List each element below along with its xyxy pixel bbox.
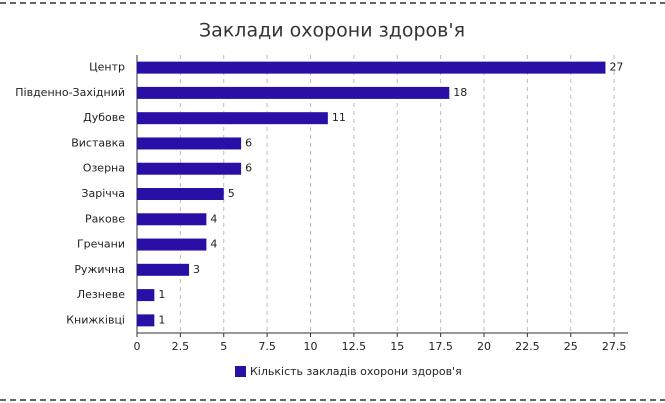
x-tick-label: 20: [477, 340, 491, 353]
bar: [137, 86, 450, 99]
bar: [137, 238, 207, 251]
bar: [137, 263, 190, 276]
y-tick-label: Озерна: [83, 162, 125, 175]
x-tick-label: 12.5: [342, 340, 367, 353]
bar: [137, 112, 328, 125]
y-tick-label: Ружична: [74, 263, 125, 276]
value-label: 4: [210, 238, 217, 251]
x-tick-label: 7.5: [258, 340, 276, 353]
y-tick-label: Книжківці: [66, 313, 125, 326]
x-tick-label: 2.5: [172, 340, 190, 353]
legend-label: Кількість закладів охорони здоров'я: [250, 365, 462, 378]
value-label: 6: [245, 136, 252, 149]
x-tick-label: 0: [134, 340, 141, 353]
x-tick-label: 10: [303, 340, 317, 353]
bar: [137, 314, 155, 327]
bar: [137, 213, 207, 226]
value-label: 3: [193, 263, 200, 276]
legend-swatch: [235, 366, 246, 377]
y-tick-label: Ракове: [85, 212, 125, 225]
x-tick-label: 15: [390, 340, 404, 353]
value-label: 1: [158, 288, 165, 301]
y-tick-label: Південно-Західний: [15, 86, 125, 99]
y-tick-label: Дубове: [83, 111, 125, 124]
bar: [137, 61, 606, 74]
y-tick-label: Зарічча: [81, 187, 125, 200]
value-label: 1: [158, 313, 165, 326]
value-label: 27: [609, 61, 623, 74]
x-tick-label: 25: [564, 340, 578, 353]
y-tick-label: Лезневе: [77, 288, 125, 301]
x-tick-label: 5: [220, 340, 227, 353]
y-tick-label: Центр: [89, 61, 125, 74]
y-tick-label: Гречани: [77, 238, 125, 251]
bar: [137, 289, 155, 302]
value-label: 5: [228, 187, 235, 200]
bar: [137, 188, 224, 200]
bar: [137, 137, 242, 150]
value-label: 6: [245, 162, 252, 175]
value-label: 18: [453, 86, 467, 99]
x-tick-label: 17.5: [428, 340, 453, 353]
chart-title: Заклади охорони здоров'я: [199, 20, 465, 42]
x-tick-label: 22.5: [515, 340, 540, 353]
x-tick-label: 27.5: [602, 340, 627, 353]
value-label: 4: [210, 212, 217, 225]
y-tick-label: Виставка: [71, 136, 125, 149]
value-label: 11: [332, 111, 346, 124]
bar: [137, 162, 242, 175]
